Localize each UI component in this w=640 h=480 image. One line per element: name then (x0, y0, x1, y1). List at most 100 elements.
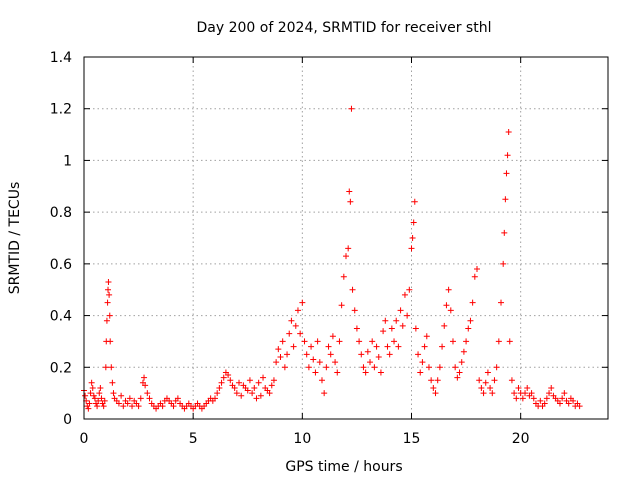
data-point (236, 379, 243, 386)
data-point (220, 374, 227, 381)
data-point (292, 322, 299, 329)
data-point (314, 338, 321, 345)
data-point (401, 291, 408, 298)
data-point (227, 377, 234, 384)
data-point (329, 333, 336, 340)
data-point (501, 229, 508, 236)
data-point (408, 245, 415, 252)
data-point (108, 364, 115, 371)
data-point (537, 397, 544, 404)
data-point (541, 400, 548, 407)
data-point (432, 390, 439, 397)
data-point (255, 379, 262, 386)
data-point (214, 390, 221, 397)
data-point (519, 395, 526, 402)
data-point (493, 364, 500, 371)
data-point (495, 338, 502, 345)
x-tick-label: 0 (80, 431, 89, 447)
data-point (321, 390, 328, 397)
data-point (118, 392, 125, 399)
data-point (86, 400, 93, 407)
data-point (505, 128, 512, 135)
data-point (360, 364, 367, 371)
grid-lines (84, 57, 608, 419)
data-point (275, 346, 282, 353)
data-point (436, 364, 443, 371)
axis-ticks: 0 5 10 15 20 0 0.2 0.4 0.6 0.8 1 1.2 1.4 (50, 50, 608, 447)
data-point (384, 343, 391, 350)
data-point (393, 317, 400, 324)
data-point (91, 395, 98, 402)
y-tick-label: 0.4 (50, 309, 72, 325)
data-point (286, 330, 293, 337)
data-point (126, 395, 133, 402)
plot-area-frame (83, 56, 609, 420)
data-point (277, 353, 284, 360)
data-point (343, 253, 349, 260)
data-point (397, 307, 404, 314)
data-point (260, 374, 267, 381)
data-point (299, 299, 306, 306)
data-point (480, 390, 487, 397)
data-point (399, 322, 406, 329)
data-point (434, 377, 441, 384)
data-point (266, 390, 273, 397)
data-point (303, 351, 310, 358)
data-point (371, 364, 378, 371)
data-point (294, 307, 301, 314)
data-point (484, 369, 491, 376)
data-point (511, 390, 518, 397)
data-point (346, 188, 353, 195)
data-point (305, 364, 312, 371)
data-point (504, 152, 511, 159)
data-point (253, 395, 260, 402)
y-tick-label: 1.4 (50, 50, 72, 66)
data-point (144, 390, 151, 397)
data-point (576, 403, 583, 410)
data-point (257, 392, 264, 399)
data-point (404, 312, 411, 319)
data-point (508, 377, 515, 384)
data-point (238, 392, 245, 399)
data-point (225, 372, 232, 379)
data-point (325, 343, 332, 350)
data-point (469, 299, 476, 306)
data-point (120, 403, 127, 410)
data-point (288, 317, 295, 324)
data-point (548, 384, 555, 391)
data-point (106, 312, 113, 319)
data-point (454, 374, 461, 381)
data-point (216, 384, 223, 391)
y-axis-label: SRMTID / TECUs (7, 182, 23, 295)
data-point (340, 273, 347, 280)
data-point (96, 390, 103, 397)
data-point (212, 395, 218, 402)
chart-title: Day 200 of 2024, SRMTID for receiver sth… (197, 20, 492, 36)
data-point (89, 384, 96, 391)
data-point (447, 307, 454, 314)
data-point (170, 403, 177, 410)
y-tick-label: 0 (63, 412, 72, 428)
x-tick-label: 20 (512, 431, 530, 447)
data-point (498, 299, 505, 306)
data-point (445, 286, 452, 293)
data-point (395, 343, 402, 350)
data-point (524, 384, 531, 391)
y-tick-label: 0.6 (50, 257, 72, 273)
data-point (312, 369, 319, 376)
data-point (412, 325, 419, 332)
data-point (467, 317, 474, 324)
data-point (417, 369, 424, 376)
data-point (543, 395, 550, 402)
y-tick-label: 0.8 (50, 205, 72, 221)
data-point (373, 343, 380, 350)
data-point (423, 333, 430, 340)
data-point (456, 369, 463, 376)
data-point (246, 377, 253, 384)
data-point (430, 384, 437, 391)
data-point (522, 390, 529, 397)
data-point (452, 364, 459, 371)
data-point (380, 328, 387, 335)
